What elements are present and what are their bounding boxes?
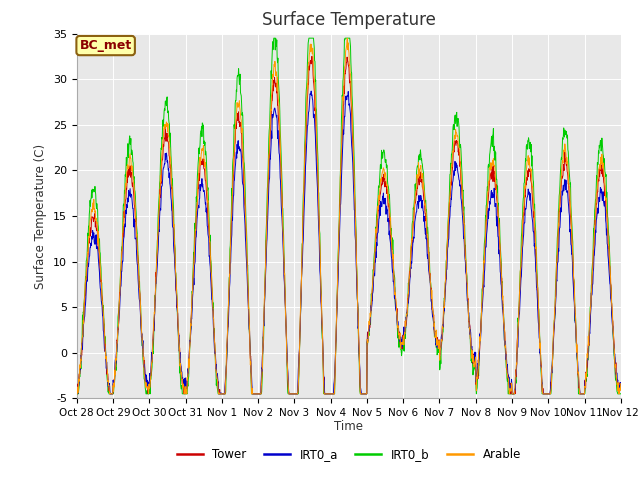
- Legend: Tower, IRT0_a, IRT0_b, Arable: Tower, IRT0_a, IRT0_b, Arable: [172, 443, 525, 466]
- Y-axis label: Surface Temperature (C): Surface Temperature (C): [35, 144, 47, 288]
- Text: BC_met: BC_met: [79, 39, 132, 52]
- X-axis label: Time: Time: [334, 420, 364, 432]
- Title: Surface Temperature: Surface Temperature: [262, 11, 436, 29]
